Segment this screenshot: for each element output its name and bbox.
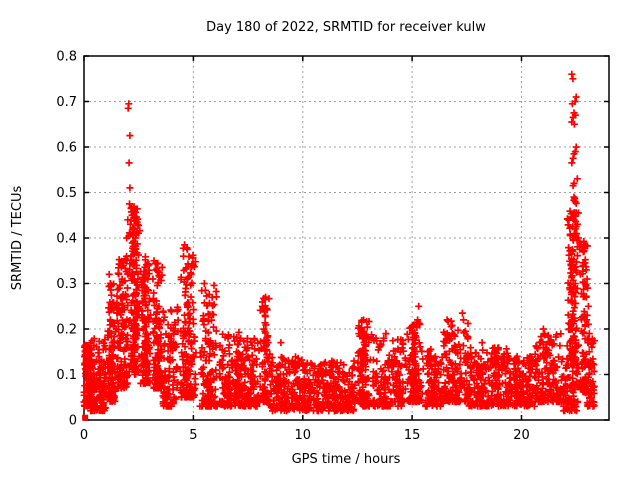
y-tick-label: 0.7: [56, 95, 77, 110]
x-tick-label: 15: [404, 428, 421, 443]
y-tick-label: 0.4: [56, 232, 77, 247]
y-tick-label: 0.6: [56, 141, 77, 156]
y-tick-label: 0.1: [56, 368, 77, 383]
x-tick-label: 0: [80, 428, 88, 443]
origin-square-marker: [82, 414, 89, 421]
tick-label-layer: 0 5 10 15 20 0 0.1 0.2 0.3 0.4 0.5 0.6 0.7 0.8: [56, 50, 529, 444]
y-tick-label: 0.3: [56, 277, 77, 292]
y-axis-label: SRMTID / TECUs: [10, 186, 25, 291]
gridlines: [84, 56, 609, 420]
chart-title: Day 180 of 2022, SRMTID for receiver kul…: [206, 20, 486, 35]
grid-layer: [84, 56, 609, 420]
x-tick-label: 10: [295, 428, 312, 443]
scatter-points: [80, 70, 598, 415]
data-points-layer: [80, 70, 598, 421]
y-tick-label: 0.5: [56, 186, 77, 201]
y-tick-label: 0: [69, 414, 77, 429]
x-axis-label: GPS time / hours: [292, 452, 401, 467]
x-tick-label: 5: [189, 428, 197, 443]
y-tick-label: 0.8: [56, 50, 77, 65]
y-tick-label: 0.2: [56, 323, 77, 338]
x-tick-label: 20: [513, 428, 530, 443]
